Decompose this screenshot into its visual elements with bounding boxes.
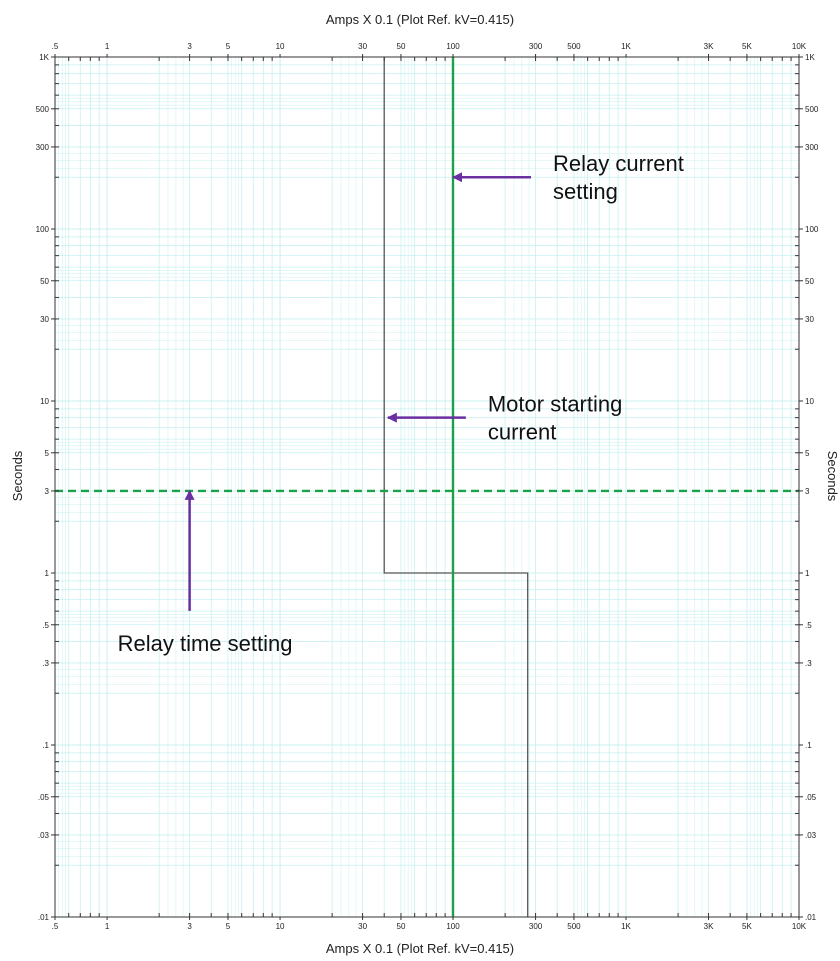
- y-tick-label-right: 10: [805, 397, 814, 406]
- y-tick-label-right: .1: [805, 741, 812, 750]
- x-tick-label-top: 30: [358, 42, 367, 51]
- y-tick-label-left: 3: [45, 487, 50, 496]
- x-tick-label-bottom: 10: [276, 922, 285, 931]
- x-axis-title-top: Amps X 0.1 (Plot Ref. kV=0.415): [326, 12, 514, 27]
- y-tick-label-right: .01: [805, 913, 817, 922]
- x-tick-label-bottom: 5: [226, 922, 231, 931]
- y-tick-label-left: .01: [38, 913, 50, 922]
- x-tick-label-top: 100: [446, 42, 460, 51]
- annotation-label: current: [488, 420, 556, 445]
- y-tick-label-left: 30: [40, 315, 49, 324]
- y-tick-label-right: 100: [805, 225, 819, 234]
- x-tick-label-bottom: 50: [397, 922, 406, 931]
- x-tick-label-top: 50: [397, 42, 406, 51]
- x-tick-label-top: 10: [276, 42, 285, 51]
- x-tick-label-bottom: 10K: [792, 922, 807, 931]
- y-tick-label-left: .03: [38, 831, 50, 840]
- y-tick-label-left: 300: [36, 143, 50, 152]
- y-tick-label-right: 300: [805, 143, 819, 152]
- motor-starting-curve-line: [383, 57, 529, 917]
- x-tick-label-top: 1K: [621, 42, 631, 51]
- x-tick-label-top: 5: [226, 42, 231, 51]
- x-tick-label-top: 3K: [704, 42, 714, 51]
- y-tick-label-left: 5: [45, 449, 50, 458]
- x-tick-label-bottom: 500: [567, 922, 581, 931]
- y-tick-label-right: 1K: [805, 53, 815, 62]
- y-tick-label-right: .03: [805, 831, 817, 840]
- annotation-label: Relay current: [553, 151, 684, 176]
- y-tick-label-right: 30: [805, 315, 814, 324]
- plot-frame: [54, 56, 800, 918]
- y-tick-label-right: .3: [805, 659, 812, 668]
- y-tick-label-right: 500: [805, 105, 819, 114]
- annotation-label: Motor starting: [488, 392, 623, 417]
- x-tick-label-bottom: 30: [358, 922, 367, 931]
- annotation-label: setting: [553, 179, 618, 204]
- series-layer: [55, 57, 799, 917]
- x-tick-label-top: .5: [52, 42, 59, 51]
- y-tick-label-left: .05: [38, 793, 50, 802]
- x-tick-label-bottom: 5K: [742, 922, 752, 931]
- x-tick-label-bottom: .5: [52, 922, 59, 931]
- tick-layer: .5 .5 1 1 3 3 5 5 10 10 30 30 50 50 100 100 300 300 500 500…: [36, 42, 819, 931]
- y-axis-title-left: Seconds: [10, 450, 25, 501]
- y-tick-label-left: 500: [36, 105, 50, 114]
- y-tick-label-right: 5: [805, 449, 810, 458]
- y-tick-label-left: 1: [45, 569, 50, 578]
- x-axis-title-bottom: Amps X 0.1 (Plot Ref. kV=0.415): [326, 941, 514, 956]
- x-tick-label-top: 5K: [742, 42, 752, 51]
- y-tick-label-right: 50: [805, 277, 814, 286]
- x-tick-label-top: 500: [567, 42, 581, 51]
- x-tick-label-bottom: 100: [446, 922, 460, 931]
- y-tick-label-right: 3: [805, 487, 810, 496]
- x-tick-label-top: 10K: [792, 42, 807, 51]
- y-tick-label-left: 50: [40, 277, 49, 286]
- y-axis-title-right: Seconds: [825, 451, 840, 502]
- y-tick-label-right: .5: [805, 621, 812, 630]
- x-tick-label-bottom: 300: [529, 922, 543, 931]
- y-tick-label-right: 1: [805, 569, 810, 578]
- x-tick-label-bottom: 3K: [704, 922, 714, 931]
- y-tick-label-left: .5: [42, 621, 49, 630]
- y-tick-label-left: 10: [40, 397, 49, 406]
- y-tick-label-left: .3: [42, 659, 49, 668]
- x-tick-label-top: 1: [105, 42, 110, 51]
- y-tick-label-left: 1K: [39, 53, 49, 62]
- y-tick-label-left: 100: [36, 225, 50, 234]
- y-tick-label-left: .1: [42, 741, 49, 750]
- annotation-label: Relay time setting: [118, 631, 293, 656]
- x-tick-label-bottom: 1K: [621, 922, 631, 931]
- x-tick-label-top: 300: [529, 42, 543, 51]
- x-tick-label-bottom: 3: [187, 922, 192, 931]
- annotation-layer: Relay current setting Motor starting curren…: [118, 151, 684, 656]
- x-tick-label-top: 3: [187, 42, 192, 51]
- x-tick-label-bottom: 1: [105, 922, 110, 931]
- y-tick-label-right: .05: [805, 793, 817, 802]
